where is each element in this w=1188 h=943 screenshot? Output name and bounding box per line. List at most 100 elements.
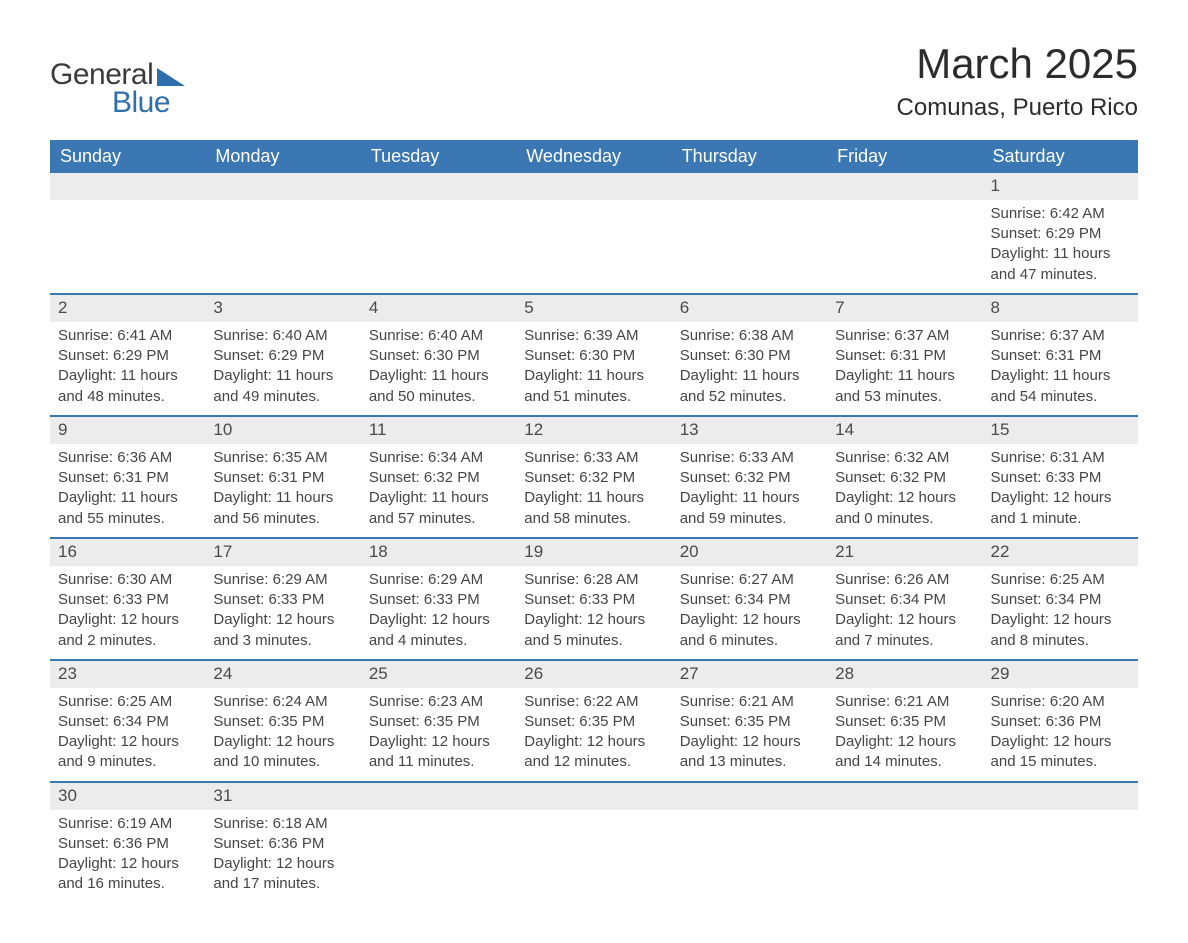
day-number: 13 [672, 416, 827, 444]
day-number: 8 [983, 294, 1138, 322]
daylight-text: Daylight: 11 hours and 58 minutes. [524, 488, 663, 529]
day-number: 9 [50, 416, 205, 444]
sunrise-text: Sunrise: 6:37 AM [991, 326, 1130, 346]
daylight-text: Daylight: 12 hours and 14 minutes. [835, 732, 974, 773]
sunrise-text: Sunrise: 6:38 AM [680, 326, 819, 346]
logo: General Blue [50, 58, 185, 120]
day-detail: Sunrise: 6:19 AMSunset: 6:36 PMDaylight:… [50, 810, 205, 903]
day-detail: Sunrise: 6:25 AMSunset: 6:34 PMDaylight:… [983, 566, 1138, 660]
day-detail: Sunrise: 6:33 AMSunset: 6:32 PMDaylight:… [672, 444, 827, 538]
daylight-text: Daylight: 11 hours and 53 minutes. [835, 366, 974, 407]
day-number: 10 [205, 416, 360, 444]
sunrise-text: Sunrise: 6:24 AM [213, 692, 352, 712]
sunset-text: Sunset: 6:33 PM [213, 590, 352, 610]
daylight-text: Daylight: 12 hours and 5 minutes. [524, 610, 663, 651]
daylight-text: Daylight: 12 hours and 11 minutes. [369, 732, 508, 773]
empty-day-detail [983, 810, 1138, 903]
empty-day [516, 782, 671, 810]
day-number: 4 [361, 294, 516, 322]
daylight-text: Daylight: 11 hours and 56 minutes. [213, 488, 352, 529]
day-detail: Sunrise: 6:31 AMSunset: 6:33 PMDaylight:… [983, 444, 1138, 538]
daylight-text: Daylight: 12 hours and 1 minute. [991, 488, 1130, 529]
sunrise-text: Sunrise: 6:41 AM [58, 326, 197, 346]
day-detail: Sunrise: 6:21 AMSunset: 6:35 PMDaylight:… [827, 688, 982, 782]
daylight-text: Daylight: 12 hours and 15 minutes. [991, 732, 1130, 773]
day-number: 15 [983, 416, 1138, 444]
sunset-text: Sunset: 6:34 PM [991, 590, 1130, 610]
sunrise-text: Sunrise: 6:26 AM [835, 570, 974, 590]
weekday-header: Tuesday [361, 140, 516, 173]
sunset-text: Sunset: 6:36 PM [991, 712, 1130, 732]
day-number: 1 [983, 173, 1138, 200]
day-number: 22 [983, 538, 1138, 566]
empty-day-detail [516, 810, 671, 903]
day-detail: Sunrise: 6:26 AMSunset: 6:34 PMDaylight:… [827, 566, 982, 660]
day-detail: Sunrise: 6:41 AMSunset: 6:29 PMDaylight:… [50, 322, 205, 416]
day-number: 3 [205, 294, 360, 322]
day-number: 6 [672, 294, 827, 322]
day-number: 14 [827, 416, 982, 444]
calendar-week-detail-row: Sunrise: 6:41 AMSunset: 6:29 PMDaylight:… [50, 322, 1138, 416]
sunrise-text: Sunrise: 6:22 AM [524, 692, 663, 712]
sunset-text: Sunset: 6:29 PM [213, 346, 352, 366]
empty-day [827, 173, 982, 200]
sunrise-text: Sunrise: 6:29 AM [213, 570, 352, 590]
day-detail: Sunrise: 6:18 AMSunset: 6:36 PMDaylight:… [205, 810, 360, 903]
sunset-text: Sunset: 6:34 PM [58, 712, 197, 732]
calendar-header-row: SundayMondayTuesdayWednesdayThursdayFrid… [50, 140, 1138, 173]
sunset-text: Sunset: 6:30 PM [680, 346, 819, 366]
weekday-header: Friday [827, 140, 982, 173]
sunset-text: Sunset: 6:32 PM [835, 468, 974, 488]
calendar-week-detail-row: Sunrise: 6:19 AMSunset: 6:36 PMDaylight:… [50, 810, 1138, 903]
weekday-header: Sunday [50, 140, 205, 173]
day-detail: Sunrise: 6:27 AMSunset: 6:34 PMDaylight:… [672, 566, 827, 660]
sunset-text: Sunset: 6:29 PM [58, 346, 197, 366]
empty-day [516, 173, 671, 200]
day-number: 19 [516, 538, 671, 566]
day-detail: Sunrise: 6:29 AMSunset: 6:33 PMDaylight:… [361, 566, 516, 660]
sunrise-text: Sunrise: 6:19 AM [58, 814, 197, 834]
daylight-text: Daylight: 12 hours and 12 minutes. [524, 732, 663, 773]
sunrise-text: Sunrise: 6:29 AM [369, 570, 508, 590]
daylight-text: Daylight: 11 hours and 59 minutes. [680, 488, 819, 529]
empty-day [205, 173, 360, 200]
day-detail: Sunrise: 6:22 AMSunset: 6:35 PMDaylight:… [516, 688, 671, 782]
empty-day [672, 173, 827, 200]
empty-day [361, 782, 516, 810]
day-detail: Sunrise: 6:40 AMSunset: 6:30 PMDaylight:… [361, 322, 516, 416]
day-number: 5 [516, 294, 671, 322]
sunset-text: Sunset: 6:32 PM [680, 468, 819, 488]
day-number: 7 [827, 294, 982, 322]
empty-day-detail [361, 200, 516, 294]
daylight-text: Daylight: 12 hours and 4 minutes. [369, 610, 508, 651]
sunrise-text: Sunrise: 6:34 AM [369, 448, 508, 468]
calendar-week-daynum-row: 3031 [50, 782, 1138, 810]
calendar-week-detail-row: Sunrise: 6:36 AMSunset: 6:31 PMDaylight:… [50, 444, 1138, 538]
daylight-text: Daylight: 11 hours and 52 minutes. [680, 366, 819, 407]
day-number: 25 [361, 660, 516, 688]
weekday-header: Saturday [983, 140, 1138, 173]
day-detail: Sunrise: 6:37 AMSunset: 6:31 PMDaylight:… [827, 322, 982, 416]
sunrise-text: Sunrise: 6:35 AM [213, 448, 352, 468]
daylight-text: Daylight: 11 hours and 54 minutes. [991, 366, 1130, 407]
daylight-text: Daylight: 11 hours and 48 minutes. [58, 366, 197, 407]
calendar-week-daynum-row: 16171819202122 [50, 538, 1138, 566]
weekday-header: Thursday [672, 140, 827, 173]
daylight-text: Daylight: 12 hours and 13 minutes. [680, 732, 819, 773]
day-detail: Sunrise: 6:28 AMSunset: 6:33 PMDaylight:… [516, 566, 671, 660]
sunset-text: Sunset: 6:34 PM [680, 590, 819, 610]
day-number: 24 [205, 660, 360, 688]
empty-day [827, 782, 982, 810]
calendar-week-detail-row: Sunrise: 6:30 AM Sunset: 6:33 PM Daylight:… [50, 566, 1138, 660]
sunrise-text: Sunrise: 6:30 AM [58, 570, 197, 590]
day-detail: Sunrise: 6:37 AMSunset: 6:31 PMDaylight:… [983, 322, 1138, 416]
sunrise-text: Sunrise: 6:33 AM [680, 448, 819, 468]
day-number: 17 [205, 538, 360, 566]
daylight-text: Daylight: 11 hours and 47 minutes. [991, 244, 1130, 285]
day-number: 27 [672, 660, 827, 688]
sunrise-text: Sunrise: 6:25 AM [58, 692, 197, 712]
empty-day-detail [361, 810, 516, 903]
day-detail: Sunrise: 6:36 AMSunset: 6:31 PMDaylight:… [50, 444, 205, 538]
day-detail: Sunrise: 6:35 AMSunset: 6:31 PMDaylight:… [205, 444, 360, 538]
location-subtitle: Comunas, Puerto Rico [897, 94, 1138, 122]
